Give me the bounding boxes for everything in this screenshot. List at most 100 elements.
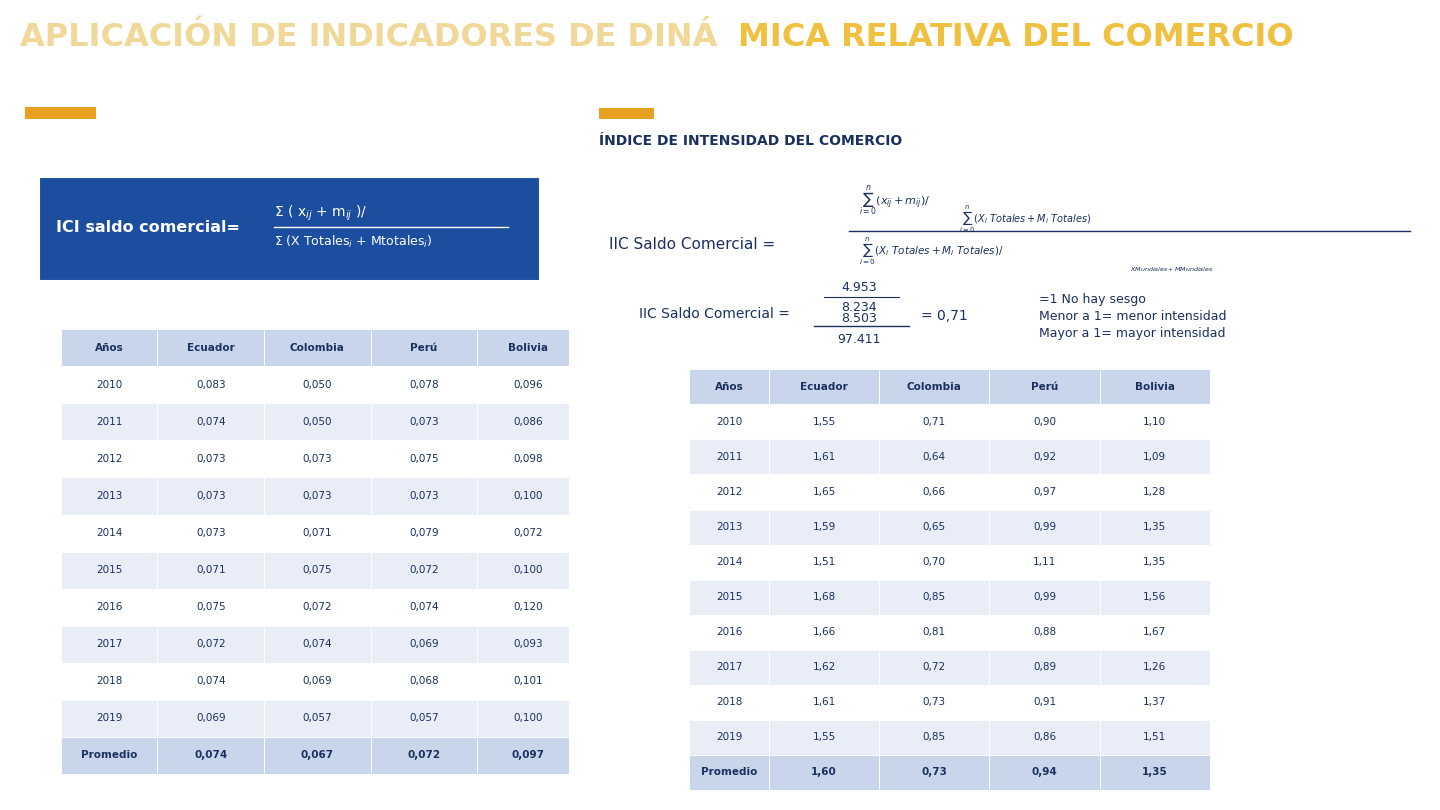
Bar — [478, 552, 579, 589]
Bar — [989, 439, 1100, 475]
Bar — [370, 625, 478, 663]
Text: 0,069: 0,069 — [302, 676, 333, 686]
Bar — [478, 403, 579, 441]
Text: 1,55: 1,55 — [812, 417, 835, 427]
Bar — [688, 404, 769, 439]
Bar — [688, 684, 769, 720]
Bar — [60, 366, 157, 403]
Bar — [264, 441, 370, 477]
Bar — [599, 108, 654, 119]
Text: 0,069: 0,069 — [196, 714, 226, 723]
Bar — [1100, 404, 1210, 439]
Bar — [478, 329, 579, 366]
Text: 1,11: 1,11 — [1032, 557, 1056, 567]
Bar — [769, 650, 880, 684]
Text: 2012: 2012 — [96, 454, 122, 464]
Bar — [60, 514, 157, 552]
Bar — [60, 441, 157, 477]
Text: 2017: 2017 — [96, 639, 122, 650]
Text: 8.234: 8.234 — [841, 301, 877, 313]
Text: 0,100: 0,100 — [514, 565, 543, 575]
Bar — [989, 544, 1100, 580]
Bar — [478, 625, 579, 663]
Text: ÍNDICE DE INTENSIDAD DEL COMERCIO: ÍNDICE DE INTENSIDAD DEL COMERCIO — [599, 134, 901, 148]
Text: Ecuador: Ecuador — [801, 382, 848, 392]
Text: 1,67: 1,67 — [1143, 627, 1166, 637]
Bar — [264, 700, 370, 737]
Bar — [880, 544, 989, 580]
Text: 2010: 2010 — [716, 417, 742, 427]
Bar — [880, 404, 989, 439]
Bar — [769, 615, 880, 650]
Text: 4.953: 4.953 — [841, 281, 877, 294]
Bar — [60, 477, 157, 514]
Bar — [769, 509, 880, 544]
Text: 0,073: 0,073 — [196, 454, 226, 464]
Text: 0,069: 0,069 — [409, 639, 439, 650]
Text: 1,09: 1,09 — [1143, 452, 1166, 462]
Bar — [769, 755, 880, 790]
Text: 0,075: 0,075 — [409, 454, 439, 464]
Text: 1,62: 1,62 — [812, 663, 835, 672]
Bar — [1100, 720, 1210, 755]
Bar — [478, 366, 579, 403]
Text: = 0,71: = 0,71 — [922, 309, 968, 323]
Text: INDICE DE COMERCIO INTRARREGIONAL: INDICE DE COMERCIO INTRARREGIONAL — [26, 134, 276, 147]
Bar — [264, 366, 370, 403]
Text: 7.810+8.503: 7.810+8.503 — [274, 279, 351, 292]
Bar — [989, 615, 1100, 650]
Text: 0,057: 0,057 — [302, 714, 333, 723]
Text: Promedio: Promedio — [81, 750, 137, 761]
Bar — [989, 684, 1100, 720]
Bar — [478, 477, 579, 514]
Bar — [264, 477, 370, 514]
Text: 2018: 2018 — [716, 697, 742, 707]
Bar — [370, 403, 478, 441]
Bar — [688, 544, 769, 580]
Text: 0,074: 0,074 — [196, 676, 226, 686]
Bar — [478, 514, 579, 552]
Text: 0,073: 0,073 — [302, 491, 333, 501]
Text: 1,56: 1,56 — [1143, 592, 1166, 602]
Text: APLICACIÓN DE INDICADORES DE DINÁ: APLICACIÓN DE INDICADORES DE DINÁ — [20, 23, 717, 53]
Text: 0,101: 0,101 — [513, 676, 543, 686]
Text: Perú: Perú — [410, 343, 438, 353]
Text: MICA RELATIVA DEL COMERCIO: MICA RELATIVA DEL COMERCIO — [739, 23, 1293, 53]
Bar — [880, 615, 989, 650]
Bar — [60, 700, 157, 737]
Text: Colombia: Colombia — [907, 382, 962, 392]
Text: Bolivia: Bolivia — [508, 343, 549, 353]
Bar — [157, 625, 264, 663]
Bar — [1100, 684, 1210, 720]
Text: 2014: 2014 — [716, 557, 742, 567]
Text: 2017: 2017 — [716, 663, 742, 672]
Bar — [370, 366, 478, 403]
Text: 0,65: 0,65 — [923, 522, 946, 532]
Text: 8.503: 8.503 — [841, 312, 877, 325]
Text: 1,51: 1,51 — [812, 557, 835, 567]
Text: 1,55: 1,55 — [812, 732, 835, 743]
Text: 0,079: 0,079 — [409, 528, 439, 538]
Text: 0,072: 0,072 — [302, 602, 333, 612]
Bar — [880, 475, 989, 509]
Bar — [769, 720, 880, 755]
Text: 0,73: 0,73 — [923, 697, 946, 707]
Text: 0,89: 0,89 — [1032, 663, 1056, 672]
Text: 0,073: 0,073 — [196, 528, 226, 538]
Text: 1,65: 1,65 — [812, 487, 835, 497]
Text: 0,071: 0,071 — [302, 528, 333, 538]
Bar — [264, 737, 370, 774]
Bar — [370, 329, 478, 366]
Text: 0,083: 0,083 — [196, 380, 226, 390]
Text: $\Sigma$ ( x$_{ij}$ + m$_{ij}$ )/: $\Sigma$ ( x$_{ij}$ + m$_{ij}$ )/ — [274, 203, 367, 223]
Text: 195.414: 195.414 — [426, 303, 475, 316]
Text: 0,88: 0,88 — [1032, 627, 1056, 637]
Text: 0,072: 0,072 — [408, 750, 441, 761]
Bar — [688, 650, 769, 684]
Text: 1,35: 1,35 — [1143, 557, 1166, 567]
Bar — [880, 720, 989, 755]
Text: 0,074: 0,074 — [409, 602, 439, 612]
Text: 0,100: 0,100 — [514, 714, 543, 723]
Bar — [880, 684, 989, 720]
Bar — [157, 329, 264, 366]
